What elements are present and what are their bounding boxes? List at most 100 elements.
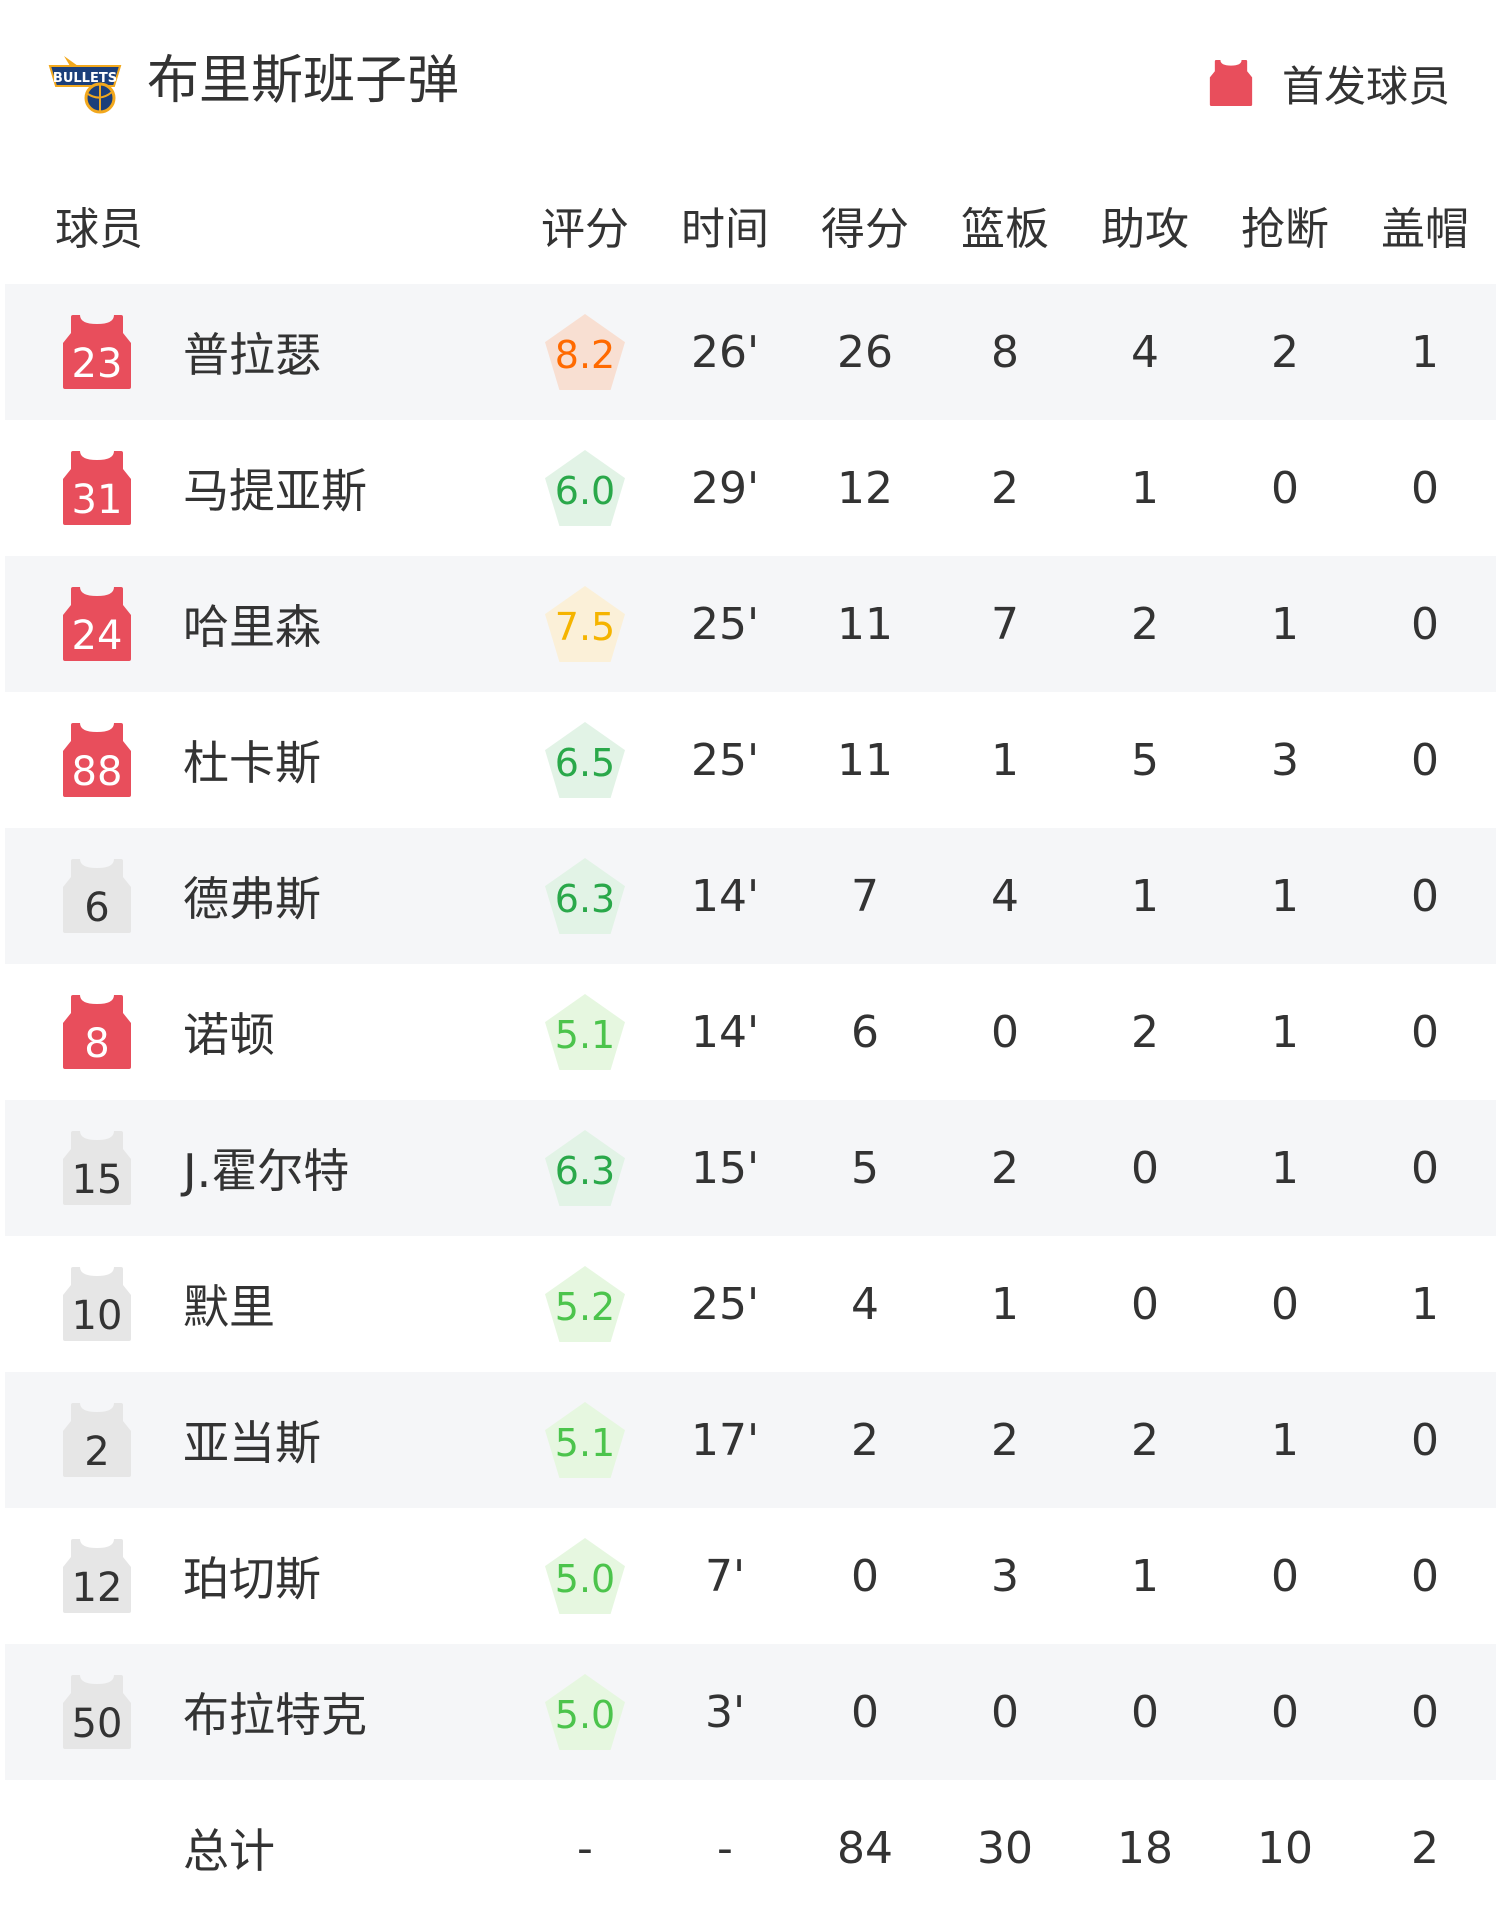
stat-blocks: 0	[1411, 1550, 1439, 1602]
total-blocks: 2	[1411, 1822, 1439, 1874]
stat-time: 14'	[690, 1006, 760, 1058]
stat-assists: 4	[1131, 326, 1159, 378]
table-row[interactable]: 12 珀切斯 5.0 7' 0 3 1 0 0	[5, 1508, 1496, 1644]
rating-badge: 5.0	[545, 1674, 625, 1750]
jersey-icon: 6	[61, 859, 133, 933]
player-name[interactable]: 德弗斯	[183, 872, 321, 926]
stat-blocks: 1	[1411, 326, 1439, 378]
totals-label: 总计	[183, 1824, 275, 1878]
player-name[interactable]: 哈里森	[183, 600, 321, 654]
player-name[interactable]: 诺顿	[183, 1008, 275, 1062]
stat-steals: 0	[1271, 1686, 1299, 1738]
player-name[interactable]: 普拉瑟	[183, 328, 321, 382]
team-name: 布里斯班子弹	[147, 51, 460, 111]
stat-rebounds: 4	[991, 870, 1019, 922]
table-row[interactable]: 88 杜卡斯 6.5 25' 11 1 5 3 0	[5, 692, 1496, 828]
table-row[interactable]: 23 普拉瑟 8.2 26' 26 8 4 2 1	[5, 284, 1496, 420]
rating-badge: 5.0	[545, 1538, 625, 1614]
stat-assists: 0	[1131, 1142, 1159, 1194]
stat-time: 14'	[690, 870, 760, 922]
player-name[interactable]: 布拉特克	[183, 1688, 367, 1742]
stat-steals: 1	[1271, 870, 1299, 922]
rating-cell: 6.3	[515, 858, 655, 934]
stat-assists: 2	[1131, 1006, 1159, 1058]
jersey-number: 8	[84, 1021, 110, 1067]
stat-time: 25'	[690, 734, 760, 786]
col-assists[interactable]: 助攻	[1101, 204, 1189, 255]
stat-time: 7'	[704, 1550, 746, 1602]
total-assists: 18	[1117, 1822, 1173, 1874]
jersey-icon: 23	[61, 315, 133, 389]
stat-blocks: 0	[1411, 1006, 1439, 1058]
jersey-icon: 15	[61, 1131, 133, 1205]
rating-cell: 5.1	[515, 1402, 655, 1478]
stat-assists: 2	[1131, 598, 1159, 650]
stat-assists: 1	[1131, 462, 1159, 514]
stat-steals: 1	[1271, 1006, 1299, 1058]
player-name[interactable]: 杜卡斯	[183, 736, 321, 790]
totals-row: 总计 - - 84 30 18 10 2	[5, 1780, 1496, 1916]
table-row[interactable]: 2 亚当斯 5.1 17' 2 2 2 1 0	[5, 1372, 1496, 1508]
stat-points: 12	[837, 462, 893, 514]
stat-blocks: 0	[1411, 462, 1439, 514]
player-name[interactable]: 亚当斯	[183, 1416, 321, 1470]
rating-badge: 5.2	[545, 1266, 625, 1342]
col-points[interactable]: 得分	[821, 204, 909, 255]
stat-rebounds: 0	[991, 1686, 1019, 1738]
team-logo: BULLETS	[48, 52, 122, 118]
jersey-number: 15	[71, 1157, 123, 1203]
stat-time: 15'	[690, 1142, 760, 1194]
player-name[interactable]: 默里	[183, 1280, 275, 1334]
stat-blocks: 0	[1411, 1686, 1439, 1738]
rating-badge: 6.3	[545, 858, 625, 934]
jersey-icon: 10	[61, 1267, 133, 1341]
table-row[interactable]: 6 德弗斯 6.3 14' 7 4 1 1 0	[5, 828, 1496, 964]
total-steals: 10	[1257, 1822, 1313, 1874]
table-row[interactable]: 24 哈里森 7.5 25' 11 7 2 1 0	[5, 556, 1496, 692]
rating-badge: 5.1	[545, 994, 625, 1070]
player-cell: 12 珀切斯	[5, 1539, 515, 1613]
jersey-number: 88	[71, 749, 123, 795]
stat-blocks: 0	[1411, 598, 1439, 650]
stat-points: 0	[851, 1686, 879, 1738]
stat-points: 11	[837, 598, 893, 650]
stat-points: 11	[837, 734, 893, 786]
player-cell: 6 德弗斯	[5, 859, 515, 933]
stat-rebounds: 8	[991, 326, 1019, 378]
table-row[interactable]: 50 布拉特克 5.0 3' 0 0 0 0 0	[5, 1644, 1496, 1780]
jersey-icon: 31	[61, 451, 133, 525]
rating-cell: 5.2	[515, 1266, 655, 1342]
rating-cell: 6.3	[515, 1130, 655, 1206]
rating-cell: 5.0	[515, 1538, 655, 1614]
table-row[interactable]: 31 马提亚斯 6.0 29' 12 2 1 0 0	[5, 420, 1496, 556]
player-name[interactable]: J.霍尔特	[183, 1144, 350, 1198]
jersey-number: 10	[71, 1293, 123, 1339]
table-row[interactable]: 10 默里 5.2 25' 4 1 0 0 1	[5, 1236, 1496, 1372]
stat-points: 5	[851, 1142, 879, 1194]
col-rating[interactable]: 评分	[541, 204, 629, 255]
col-time[interactable]: 时间	[681, 204, 769, 255]
col-rebounds[interactable]: 篮板	[961, 204, 1049, 255]
jersey-number: 50	[71, 1701, 123, 1747]
jersey-icon	[1209, 60, 1253, 106]
col-blocks[interactable]: 盖帽	[1381, 204, 1469, 255]
stat-rebounds: 7	[991, 598, 1019, 650]
stat-blocks: 0	[1411, 734, 1439, 786]
player-name[interactable]: 珀切斯	[183, 1552, 321, 1606]
table-row[interactable]: 8 诺顿 5.1 14' 6 0 2 1 0	[5, 964, 1496, 1100]
table-header: 球员 评分 时间 得分 篮板 助攻 抢断 盖帽	[0, 190, 1500, 260]
rating-cell: 6.0	[515, 450, 655, 526]
player-cell: 88 杜卡斯	[5, 723, 515, 797]
player-name[interactable]: 马提亚斯	[183, 464, 367, 518]
stat-time: 29'	[690, 462, 760, 514]
table-row[interactable]: 15 J.霍尔特 6.3 15' 5 2 0 1 0	[5, 1100, 1496, 1236]
stat-rebounds: 1	[991, 734, 1019, 786]
player-cell: 8 诺顿	[5, 995, 515, 1069]
total-time: -	[717, 1822, 733, 1874]
jersey-number: 2	[84, 1429, 110, 1475]
col-steals[interactable]: 抢断	[1241, 204, 1329, 255]
stat-time: 17'	[690, 1414, 760, 1466]
stat-assists: 1	[1131, 1550, 1159, 1602]
stat-time: 26'	[690, 326, 760, 378]
stat-points: 2	[851, 1414, 879, 1466]
